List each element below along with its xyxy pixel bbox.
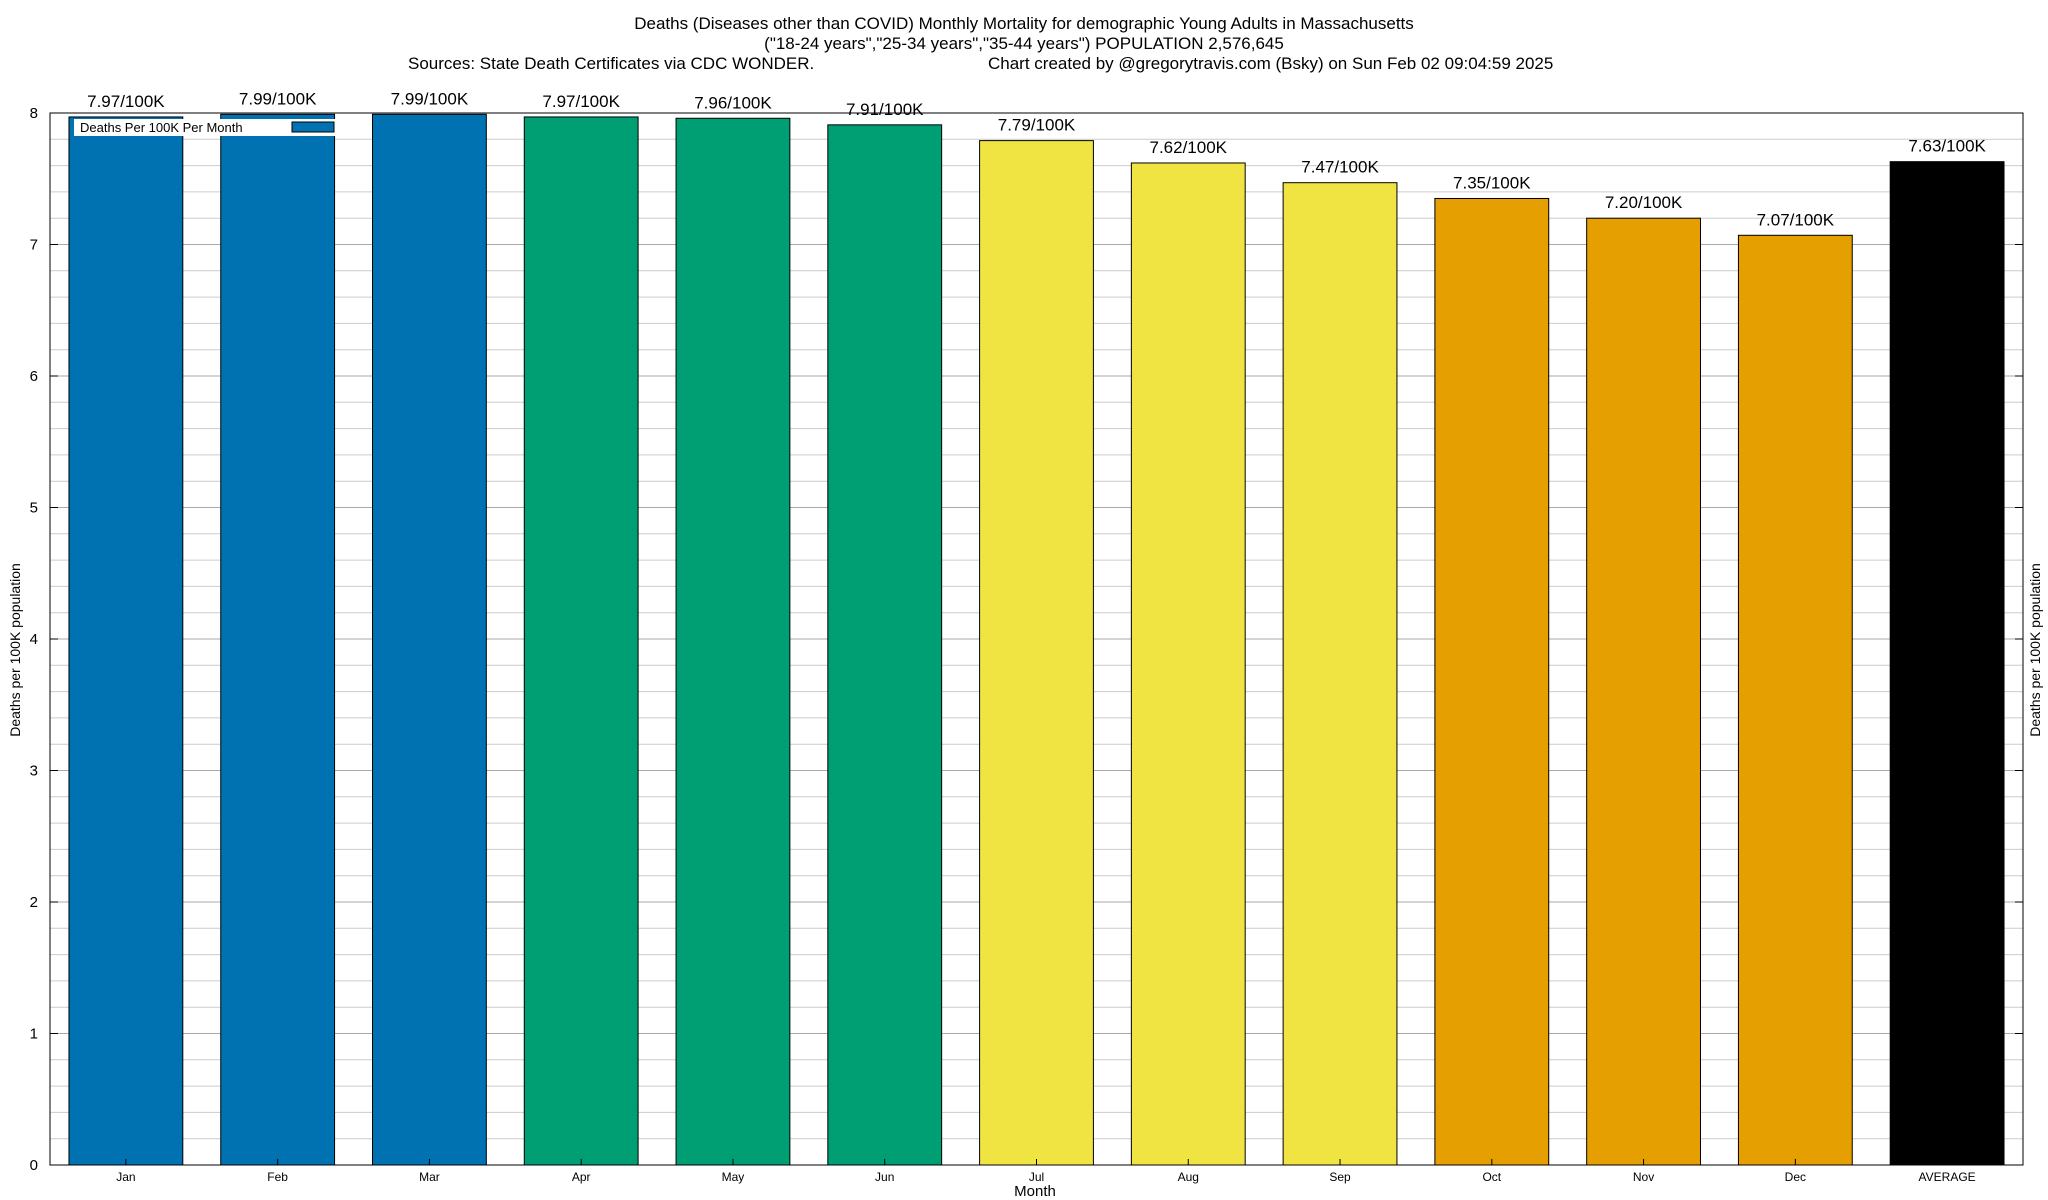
bar-nov bbox=[1586, 217, 1701, 1166]
bar-aug bbox=[1130, 162, 1246, 1166]
x-tick-label: AVERAGE bbox=[1919, 1170, 1976, 1184]
data-label: 7.99/100K bbox=[391, 89, 469, 108]
x-tick-label: Feb bbox=[267, 1170, 288, 1184]
data-label: 7.62/100K bbox=[1150, 138, 1228, 157]
legend-swatch bbox=[291, 121, 335, 133]
chart-title: Deaths (Diseases other than COVID) Month… bbox=[634, 14, 1414, 33]
x-tick-label: May bbox=[722, 1170, 745, 1184]
x-tick-label: Aug bbox=[1178, 1170, 1199, 1184]
data-label: 7.91/100K bbox=[846, 100, 924, 119]
bar-jul bbox=[979, 140, 1094, 1166]
plot-frame bbox=[49, 112, 2024, 1166]
y-tick-label: 0 bbox=[30, 1157, 38, 1174]
x-tick-label: Mar bbox=[419, 1170, 440, 1184]
data-label: 7.99/100K bbox=[239, 89, 317, 108]
bars-layer bbox=[68, 113, 2005, 1166]
y-tick-label: 8 bbox=[30, 105, 38, 122]
bar-jun bbox=[827, 124, 943, 1166]
bar-dec bbox=[1737, 234, 1853, 1166]
x-tick-label: Apr bbox=[572, 1170, 591, 1184]
x-tick-label: Dec bbox=[1785, 1170, 1806, 1184]
data-label: 7.47/100K bbox=[1301, 158, 1379, 177]
y-tick-label: 1 bbox=[30, 1026, 38, 1043]
bar-oct bbox=[1434, 197, 1550, 1166]
bar-apr bbox=[523, 116, 639, 1166]
data-label: 7.96/100K bbox=[694, 93, 772, 112]
y-tick-label: 6 bbox=[30, 368, 38, 385]
data-label: 7.35/100K bbox=[1453, 173, 1531, 192]
data-label: 7.07/100K bbox=[1757, 210, 1835, 229]
data-label: 7.20/100K bbox=[1605, 193, 1683, 212]
data-label: 7.97/100K bbox=[542, 92, 620, 111]
bar-sep bbox=[1282, 182, 1398, 1166]
y-tick-label: 5 bbox=[30, 500, 38, 517]
x-tick-label: Jun bbox=[875, 1170, 894, 1184]
chart-credit: Chart created by @gregorytravis.com (Bsk… bbox=[988, 54, 1554, 73]
x-axis-label: Month bbox=[1014, 1183, 1056, 1200]
y-tick-label: 7 bbox=[30, 237, 38, 254]
y-tick-label: 4 bbox=[30, 631, 38, 648]
chart-sources: Sources: State Death Certificates via CD… bbox=[408, 54, 815, 73]
y-axis-label: Deaths per 100K population bbox=[7, 563, 23, 737]
x-tick-label: Jul bbox=[1029, 1170, 1044, 1184]
y-tick-label: 2 bbox=[30, 894, 38, 911]
axes-layer bbox=[49, 112, 2024, 1166]
y-tick-label: 3 bbox=[30, 763, 38, 780]
bar-feb bbox=[220, 113, 336, 1166]
legend-box bbox=[74, 119, 344, 136]
y2-axis-label: Deaths per 100K population bbox=[2027, 563, 2043, 737]
x-tick-label: Nov bbox=[1633, 1170, 1654, 1184]
bar-may bbox=[675, 117, 791, 1166]
x-tick-label: Oct bbox=[1482, 1170, 1501, 1184]
chart-subtitle: ("18-24 years","25-34 years","35-44 year… bbox=[764, 34, 1284, 53]
x-tick-label: Sep bbox=[1329, 1170, 1351, 1184]
legend-label: Deaths Per 100K Per Month bbox=[80, 120, 243, 135]
bar-jan bbox=[68, 116, 184, 1166]
labels-layer: 7.97/100K Jan 7.99/100K Feb 7.99/100K Mar 7.97… bbox=[30, 89, 1987, 1184]
data-label: 7.79/100K bbox=[998, 116, 1076, 135]
x-tick-label: Jan bbox=[116, 1170, 135, 1184]
bar-mar bbox=[372, 113, 487, 1166]
bar-average bbox=[1889, 161, 2005, 1166]
legend: Deaths Per 100K Per Month bbox=[74, 119, 344, 136]
data-label: 7.63/100K bbox=[1908, 137, 1986, 156]
data-label: 7.97/100K bbox=[87, 92, 165, 111]
